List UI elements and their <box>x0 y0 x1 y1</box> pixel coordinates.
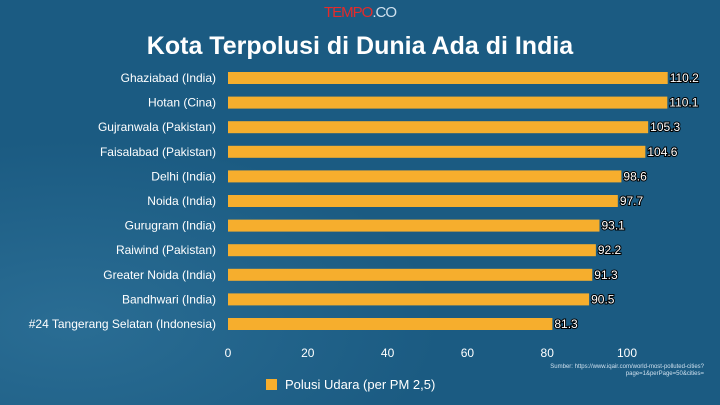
category-label: Noida (India) <box>147 194 216 208</box>
data-label: 98.6 <box>623 169 647 183</box>
bar <box>228 195 618 207</box>
bar <box>228 318 553 330</box>
legend: Polusi Udara (per PM 2,5) <box>266 377 435 392</box>
bar <box>228 96 668 109</box>
category-label: Delhi (India) <box>151 169 216 183</box>
category-label: Gurugram (India) <box>125 219 216 233</box>
category-label: #24 Tangerang Selatan (Indonesia) <box>29 317 216 331</box>
category-label: Raiwind (Pakistan) <box>116 243 216 257</box>
category-label: Ghaziabad (India) <box>121 71 216 85</box>
data-label: 92.2 <box>598 243 622 257</box>
legend-label: Polusi Udara (per PM 2,5) <box>285 377 436 392</box>
x-tick-label: 60 <box>461 346 475 360</box>
x-tick-label: 20 <box>301 346 315 360</box>
data-label: 93.1 <box>601 219 625 233</box>
category-label: Hotan (Cina) <box>148 96 216 110</box>
x-tick-label: 100 <box>617 346 637 360</box>
data-label: 110.2 <box>670 71 699 85</box>
x-tick-label: 0 <box>225 346 232 360</box>
bar <box>228 268 593 281</box>
source-note: Sumber: https://www.iqair.com/world-most… <box>550 364 704 377</box>
data-label: 110.1 <box>669 96 698 110</box>
data-label: 104.6 <box>647 145 677 159</box>
tempo-logo: TEMPO.CO <box>323 4 397 21</box>
bar <box>228 72 668 84</box>
data-label: 90.5 <box>591 292 615 306</box>
data-label: 81.3 <box>554 317 578 331</box>
bar <box>228 244 596 257</box>
data-label: 105.3 <box>650 120 680 134</box>
data-label: 91.3 <box>594 268 618 282</box>
chart-title: Kota Terpolusi di Dunia Ada di India <box>146 32 574 60</box>
bar <box>228 293 590 306</box>
data-label: 97.7 <box>620 194 644 208</box>
bar <box>228 145 646 158</box>
bar <box>228 170 622 183</box>
category-label: Gujranwala (Pakistan) <box>98 120 216 134</box>
category-label: Greater Noida (India) <box>103 268 216 282</box>
x-tick-label: 80 <box>541 346 555 360</box>
category-label: Faisalabad (Pakistan) <box>100 145 216 159</box>
legend-swatch <box>266 379 277 390</box>
x-tick-label: 40 <box>381 346 395 360</box>
bar <box>228 219 600 232</box>
bar <box>228 121 649 134</box>
category-label: Bandhwari (India) <box>122 292 216 306</box>
